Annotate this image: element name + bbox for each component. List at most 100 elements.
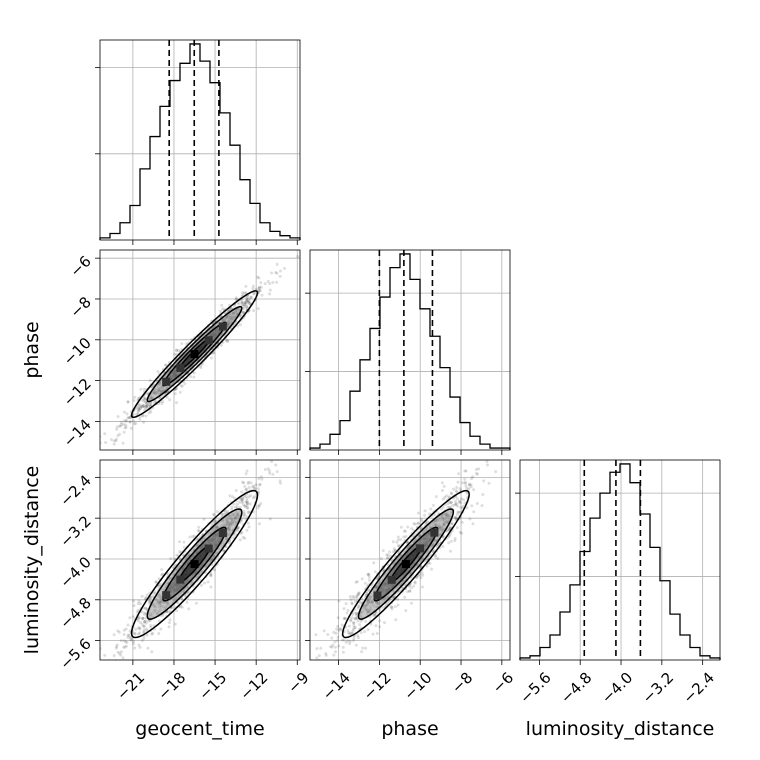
sample-point — [165, 395, 169, 399]
sample-point — [125, 660, 128, 663]
sample-point — [373, 570, 377, 574]
x-axis-label-luminosity_distance: luminosity_distance — [526, 718, 715, 740]
panel-frame — [309, 249, 511, 451]
sample-point — [251, 284, 255, 288]
sample-point — [150, 632, 154, 636]
sample-point — [241, 480, 245, 484]
sample-point — [140, 398, 144, 402]
sample-point — [452, 487, 456, 491]
sample-point — [330, 636, 334, 640]
sample-point — [341, 645, 345, 649]
sample-point — [121, 441, 125, 445]
sample-point — [434, 555, 438, 559]
sample-point — [144, 595, 148, 599]
sample-point — [121, 656, 125, 660]
sample-point — [228, 494, 232, 498]
sample-point — [149, 410, 153, 414]
sample-point — [342, 617, 346, 621]
sample-point — [289, 665, 292, 668]
sample-point — [192, 371, 196, 375]
sample-point — [344, 617, 348, 621]
sample-point — [137, 599, 141, 603]
sample-point — [257, 285, 261, 289]
sample-point — [374, 624, 378, 628]
sample-point — [148, 599, 152, 603]
sample-point — [419, 517, 423, 521]
sample-point — [330, 645, 334, 649]
sample-point — [259, 285, 263, 289]
sample-point — [403, 529, 407, 533]
sample-point — [463, 501, 467, 505]
sample-point — [134, 627, 138, 631]
x-axis-label-geocent_time: geocent_time — [135, 718, 264, 740]
sample-point — [450, 500, 454, 504]
sample-point — [143, 405, 147, 409]
sample-point — [440, 481, 444, 485]
sample-point — [337, 599, 341, 603]
sample-point — [429, 507, 433, 511]
sample-point — [144, 597, 148, 601]
sample-point — [230, 507, 234, 511]
sample-point — [482, 479, 486, 483]
sample-point — [263, 282, 267, 286]
sample-point — [142, 387, 146, 391]
sample-point — [239, 531, 243, 535]
sample-point — [136, 608, 140, 612]
sample-point — [145, 405, 149, 409]
sample-point — [380, 606, 384, 610]
y-tick-label: −6 — [66, 252, 94, 280]
sample-point — [148, 378, 152, 382]
sample-point — [182, 540, 186, 544]
sample-point — [334, 650, 338, 654]
sample-point — [372, 561, 376, 565]
sample-point — [241, 496, 245, 500]
sample-point — [123, 645, 127, 649]
sample-point — [234, 533, 238, 537]
panel-frame — [99, 459, 301, 661]
sample-point — [481, 493, 485, 497]
sample-point — [128, 420, 132, 424]
sample-point — [149, 596, 153, 600]
sample-point — [246, 510, 250, 514]
sample-point — [392, 547, 396, 551]
sample-point — [396, 535, 400, 539]
sample-point — [391, 550, 395, 554]
sample-point — [441, 497, 445, 501]
contour-level-1 — [341, 489, 470, 639]
sample-point — [148, 601, 152, 605]
sample-point — [137, 616, 141, 620]
sample-point — [420, 571, 424, 575]
sample-point — [322, 664, 325, 667]
sample-point — [228, 308, 232, 312]
x-tick-label: −4.0 — [598, 669, 636, 707]
sample-point — [252, 292, 256, 296]
sample-point — [140, 404, 144, 408]
sample-point — [112, 654, 116, 658]
sample-point — [257, 276, 261, 280]
sample-point — [141, 413, 145, 417]
sample-point — [364, 593, 368, 597]
sample-point — [157, 577, 161, 581]
sample-point — [143, 619, 147, 623]
sample-point — [419, 565, 423, 569]
scatter-points — [289, 460, 498, 668]
sample-point — [249, 295, 253, 299]
sample-point — [449, 501, 453, 505]
sample-point — [391, 540, 395, 544]
sample-point — [231, 495, 235, 499]
sample-point — [119, 424, 123, 428]
y-tick-label: −4.8 — [56, 594, 94, 632]
sample-point — [122, 410, 126, 414]
sample-point — [357, 591, 361, 595]
sample-point — [336, 639, 340, 643]
sample-point — [235, 529, 239, 533]
density-peak — [190, 560, 199, 569]
x-tick-label: −14 — [319, 669, 354, 704]
sample-point — [418, 573, 422, 577]
sample-point — [404, 609, 408, 613]
sample-point — [349, 618, 353, 622]
sample-point — [103, 432, 107, 436]
sample-point — [258, 289, 262, 293]
contour-level-1 — [130, 489, 259, 639]
sample-point — [252, 487, 256, 491]
